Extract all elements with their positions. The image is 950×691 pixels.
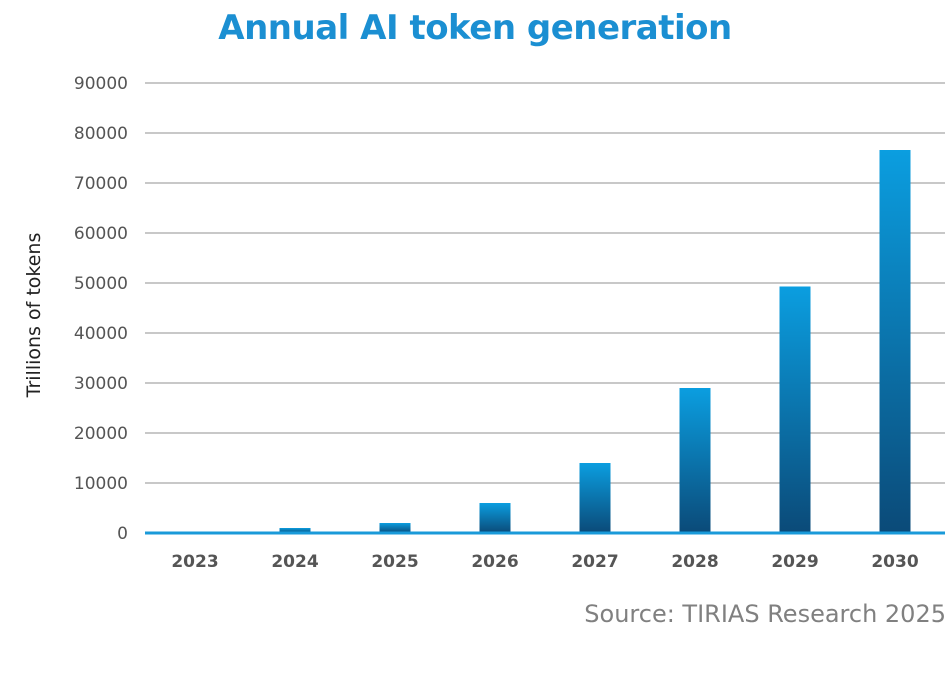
gridlines <box>145 82 945 484</box>
bar-2025 <box>379 523 411 533</box>
x-tick-label: 2028 <box>671 552 718 572</box>
bar-2024 <box>279 528 311 533</box>
bar-2029 <box>779 286 811 533</box>
bar-2027 <box>579 463 611 533</box>
y-tick-label: 80000 <box>74 124 128 144</box>
bar-2026 <box>479 503 511 533</box>
x-tick-label: 2030 <box>871 552 918 572</box>
bars <box>145 150 945 535</box>
y-axis-label: Trillions of tokens <box>23 233 45 399</box>
y-tick-label: 60000 <box>74 224 128 244</box>
x-tick-label: 2027 <box>571 552 618 572</box>
x-tick-label: 2025 <box>371 552 418 572</box>
y-tick-label: 40000 <box>74 324 128 344</box>
y-tick-label: 50000 <box>74 274 128 294</box>
chart-title: Annual AI token generation <box>218 8 732 48</box>
x-tick-label: 2023 <box>171 552 218 572</box>
bar-2028 <box>679 388 711 533</box>
y-tick-label: 30000 <box>74 374 128 394</box>
x-tick-label: 2029 <box>771 552 818 572</box>
y-tick-label: 10000 <box>74 474 128 494</box>
x-tick-label: 2024 <box>271 552 318 572</box>
source-note: Source: TIRIAS Research 2025 <box>584 600 946 628</box>
bar-2030 <box>879 150 911 533</box>
y-axis-ticks: 0 10000 20000 30000 40000 50000 60000 70000 8000… <box>74 74 128 544</box>
y-tick-label: 20000 <box>74 424 128 444</box>
y-tick-label: 70000 <box>74 174 128 194</box>
x-axis-ticks: 2023 2024 2025 2026 2027 2028 2029 2030 <box>171 552 918 572</box>
y-tick-label: 0 <box>117 524 128 544</box>
x-tick-label: 2026 <box>471 552 518 572</box>
y-tick-label: 90000 <box>74 74 128 94</box>
